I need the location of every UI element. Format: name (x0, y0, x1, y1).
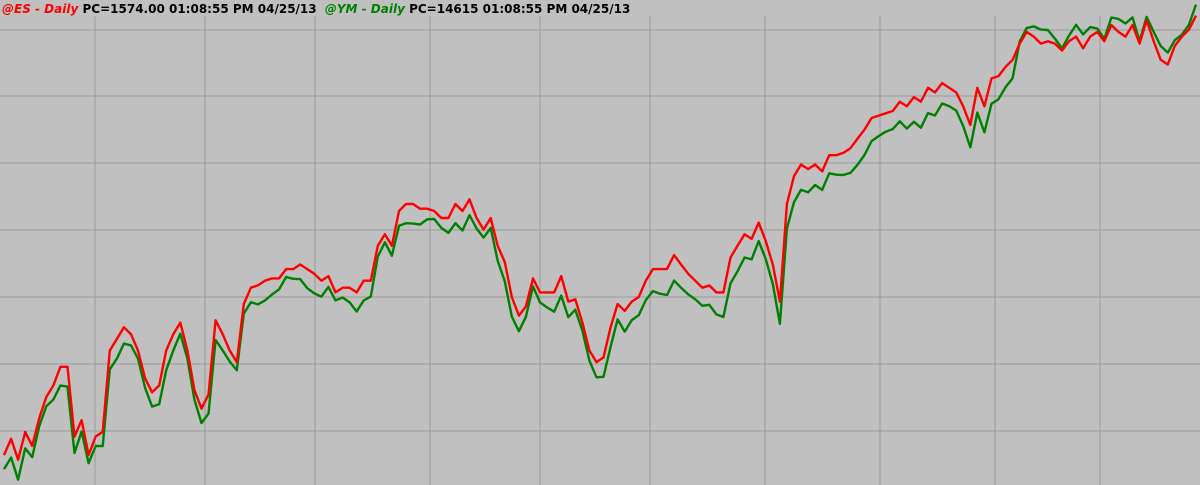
es-series-info: PC=1574.00 01:08:55 PM 04/25/13 (82, 2, 317, 16)
es-series-name: @ES - Daily (2, 2, 79, 16)
es-series-line (2, 15, 1198, 461)
ym-series-name: @YM - Daily (324, 2, 405, 16)
ym-series-line (2, 4, 1198, 481)
series-lines (2, 4, 1198, 481)
chart-header: @ES - Daily PC=1574.00 01:08:55 PM 04/25… (2, 2, 634, 16)
grid (0, 16, 1200, 485)
ym-series-info: PC=14615 01:08:55 PM 04/25/13 (409, 2, 631, 16)
